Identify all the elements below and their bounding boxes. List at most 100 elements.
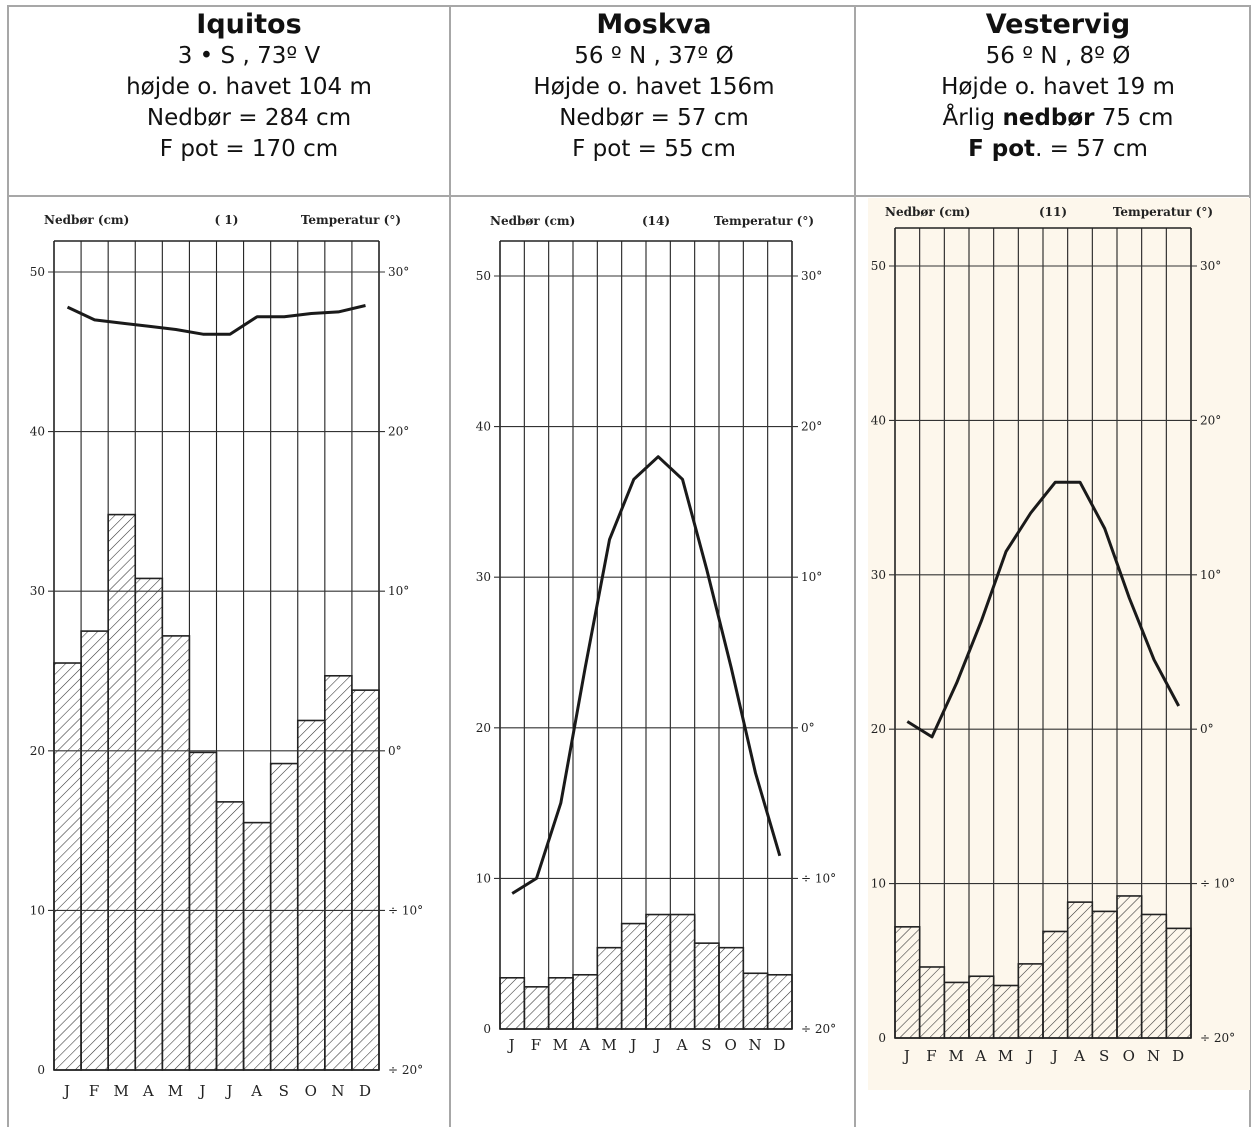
month-label: D — [773, 1036, 786, 1054]
month-label: F — [531, 1036, 542, 1054]
station-header-vestervig: Vestervig 56 º N , 8º Ø Højde o. havet 1… — [856, 8, 1255, 165]
precip-bar — [188, 751, 218, 1071]
station-elevation: Højde o. havet 19 m — [941, 74, 1175, 100]
climate-chart-moskva: 0 ÷ 20° 10 ÷ 10° 20 0° 30 10° 40 20° 50 30° Nedbør (… — [463, 200, 846, 1075]
right-tick-label: 30° — [1200, 259, 1221, 273]
precip-bar — [499, 976, 526, 1030]
month-label: J — [1050, 1047, 1059, 1065]
precip-bar — [1017, 963, 1044, 1039]
left-tick-label: 0 — [878, 1031, 886, 1045]
right-axis-label: Temperatur (°) — [301, 213, 401, 227]
station-header-moskva: Moskva 56 º N , 37º Ø Højde o. havet 156… — [452, 8, 856, 165]
precip-bar — [572, 973, 599, 1030]
right-tick-label: 10° — [388, 584, 409, 598]
left-tick-label: 40 — [476, 420, 491, 434]
precip-bar — [80, 630, 109, 1071]
precip-bar — [766, 973, 793, 1030]
precip-bar — [943, 981, 970, 1039]
precip-bar — [645, 913, 672, 1030]
precip-bar — [1116, 895, 1143, 1039]
precip-bar — [242, 821, 272, 1071]
precip-bar — [523, 986, 550, 1030]
station-coordinates: 56 º N , 37º Ø — [574, 43, 734, 69]
month-label: D — [1172, 1047, 1185, 1065]
precip-bar — [161, 635, 191, 1071]
left-tick-label: 30 — [871, 568, 886, 582]
climate-chart-iquitos: 0 ÷ 20° 10 ÷ 10° 20 0° 30 10° 40 20° 50 30° Nedbør (… — [24, 200, 441, 1118]
left-tick-label: 50 — [30, 265, 45, 279]
month-label: N — [331, 1082, 345, 1100]
precip-bar — [296, 719, 326, 1071]
month-label: M — [553, 1036, 569, 1054]
month-label: O — [1123, 1047, 1136, 1065]
precip-bar — [1165, 927, 1192, 1039]
precip-bar — [134, 577, 164, 1071]
precip-bar — [351, 689, 380, 1071]
station-name: Vestervig — [985, 9, 1131, 40]
station-precipitation: Nedbør = 284 cm — [146, 105, 352, 131]
month-label: J — [197, 1082, 206, 1100]
left-tick-label: 40 — [871, 413, 886, 427]
month-label: S — [701, 1036, 712, 1054]
right-tick-label: ÷ 10° — [388, 903, 423, 917]
month-label: M — [948, 1047, 964, 1065]
chart-station-number: (14) — [642, 214, 670, 228]
right-axis-label: Temperatur (°) — [1113, 205, 1213, 219]
month-label: A — [974, 1047, 987, 1065]
left-tick-label: 50 — [871, 259, 886, 273]
precip-bar — [718, 946, 745, 1030]
month-label: A — [676, 1036, 689, 1054]
month-label: S — [1099, 1047, 1110, 1065]
precip-bar — [269, 762, 299, 1071]
month-label: N — [1147, 1047, 1161, 1065]
left-tick-label: 40 — [30, 425, 45, 439]
precip-bar — [918, 966, 946, 1039]
right-tick-label: ÷ 20° — [1200, 1031, 1235, 1045]
precip-bar — [669, 913, 696, 1030]
table-frame — [7, 5, 1251, 1127]
left-tick-label: 10 — [476, 871, 491, 885]
station-header-iquitos: Iquitos 3 • S , 73º V højde o. havet 104… — [47, 8, 451, 165]
right-tick-label: 30° — [801, 269, 822, 283]
precip-bar — [742, 972, 769, 1030]
right-tick-label: 0° — [388, 744, 402, 758]
station-coordinates: 3 • S , 73º V — [177, 43, 321, 69]
month-label: A — [1073, 1047, 1086, 1065]
precip-bar — [1140, 913, 1168, 1039]
precip-bar — [215, 801, 245, 1071]
month-label: O — [725, 1036, 738, 1054]
month-label: O — [305, 1082, 318, 1100]
right-tick-label: ÷ 20° — [801, 1022, 836, 1036]
precip-bar — [324, 674, 353, 1071]
month-label: J — [225, 1082, 234, 1100]
precip-bar — [693, 942, 720, 1030]
right-tick-label: 10° — [801, 570, 822, 584]
left-axis-label: Nedbør (cm) — [44, 213, 129, 227]
station-elevation: Højde o. havet 156m — [533, 74, 775, 100]
station-precipitation: Årlig nedbør 75 cm — [942, 105, 1174, 131]
month-label: N — [748, 1036, 762, 1054]
precip-bar — [547, 976, 574, 1030]
left-tick-label: 20 — [476, 721, 491, 735]
temperature-line — [66, 304, 366, 336]
month-label: A — [250, 1082, 263, 1100]
month-label: F — [926, 1047, 937, 1065]
right-tick-label: ÷ 10° — [801, 871, 836, 885]
month-label: M — [601, 1036, 617, 1054]
precip-bar — [992, 984, 1020, 1039]
column-divider — [449, 5, 451, 1127]
station-elevation: højde o. havet 104 m — [126, 74, 372, 100]
month-label: J — [628, 1036, 637, 1054]
station-fpot: F pot = 170 cm — [159, 136, 339, 162]
left-tick-label: 20 — [871, 722, 886, 736]
row-divider — [7, 195, 1251, 197]
month-label: M — [114, 1082, 130, 1100]
month-label: A — [142, 1082, 155, 1100]
right-tick-label: 0° — [1200, 722, 1214, 736]
month-label: J — [902, 1047, 911, 1065]
left-tick-label: 20 — [30, 744, 45, 758]
month-label: J — [1025, 1047, 1034, 1065]
left-tick-label: 10 — [871, 877, 886, 891]
precip-bar — [1042, 930, 1069, 1039]
left-tick-label: 0 — [37, 1063, 45, 1077]
